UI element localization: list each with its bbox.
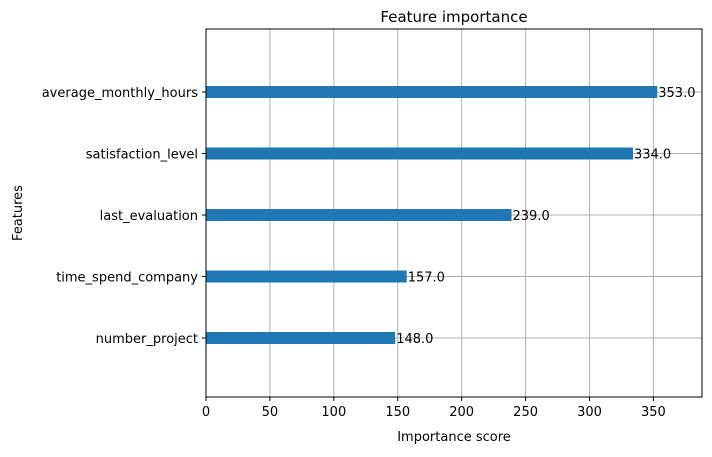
y-tick-label: number_project: [96, 332, 198, 347]
x-tick-label: 300: [577, 405, 602, 420]
chart-title: Feature importance: [380, 8, 527, 26]
y-tick-label: satisfaction_level: [86, 148, 198, 163]
x-tick-label: 350: [641, 405, 666, 420]
y-tick-label: last_evaluation: [100, 209, 198, 224]
bar: [206, 86, 658, 98]
bar-value-label: 148.0: [396, 332, 433, 347]
x-tick-label: 0: [202, 405, 210, 420]
x-tick-label: 150: [385, 405, 410, 420]
x-tick-label: 50: [262, 405, 279, 420]
bar: [206, 209, 512, 221]
x-tick-label: 100: [321, 405, 346, 420]
bar-value-label: 239.0: [513, 209, 550, 224]
bar: [206, 147, 633, 160]
x-axis-label: Importance score: [397, 430, 511, 445]
y-tick-label: time_spend_company: [56, 271, 198, 286]
bar: [206, 270, 407, 283]
bar-value-label: 353.0: [658, 86, 695, 101]
y-axis-label: Features: [11, 185, 26, 241]
bar-value-label: 157.0: [408, 271, 445, 286]
x-tick-label: 250: [513, 405, 538, 420]
plot-area-frame: [205, 28, 703, 398]
bar-value-label: 334.0: [634, 148, 671, 163]
axis-ticks: 0 50 100 150 200 250 300 350 average_monthly_hou…: [42, 86, 666, 420]
bar: [206, 332, 396, 344]
x-tick-label: 200: [449, 405, 474, 420]
value-labels: 353.0 334.0 239.0 157.0 148.0: [396, 86, 695, 347]
bars: [206, 86, 658, 344]
y-tick-label: average_monthly_hours: [42, 86, 198, 101]
